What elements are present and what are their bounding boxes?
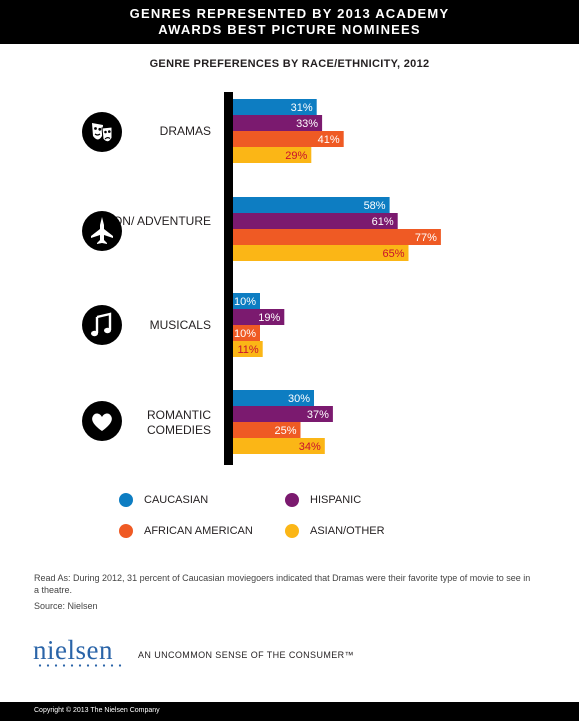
bar-dramas-caucasian [233, 99, 317, 115]
bar-musicals-asian-other [233, 341, 263, 357]
legend-swatch [119, 524, 133, 538]
bar-value-label: 11% [237, 344, 258, 356]
category-label-musicals: MUSICALS [149, 318, 211, 332]
bar-romantic-comedies-asian-other [233, 438, 325, 454]
footer-bar: Copyright © 2013 The Nielsen Company [0, 702, 579, 721]
read-as-note: Read As: During 2012, 31 percent of Cauc… [34, 573, 531, 595]
legend-label: HISPANIC [310, 494, 362, 506]
bar-musicals-caucasian [233, 293, 260, 309]
bar-value-label: 58% [364, 200, 386, 212]
legend-label: AFRICAN AMERICAN [144, 525, 253, 537]
chart-axis [224, 92, 233, 465]
bar-value-label: 19% [258, 312, 280, 324]
bar-value-label: 65% [382, 248, 404, 260]
bar-musicals-african-american [233, 325, 260, 341]
category-label-romantic-comedies: ROMANTIC COMEDIES [146, 408, 211, 437]
bar-romantic-comedies-hispanic [233, 406, 333, 422]
nielsen-logo: nielsen [33, 635, 113, 665]
bar-value-label: 41% [318, 134, 340, 146]
legend-label: ASIAN/OTHER [310, 525, 385, 537]
bar-dramas-african-american [233, 131, 344, 147]
bar-romantic-comedies-caucasian [233, 390, 314, 406]
music-note-icon [82, 305, 122, 345]
legend-swatch [119, 493, 133, 507]
bar-value-label: 61% [372, 216, 394, 228]
header-title-line1: GENRES REPRESENTED BY 2013 ACADEMY [129, 6, 450, 21]
header-banner: GENRES REPRESENTED BY 2013 ACADEMY AWARD… [0, 0, 579, 44]
tagline: AN UNCOMMON SENSE OF THE CONSUMER™ [138, 650, 354, 660]
bar-value-label: 34% [299, 441, 321, 453]
copyright: Copyright © 2013 The Nielsen Company [34, 707, 160, 714]
logo-dots [36, 664, 126, 667]
header-title: GENRES REPRESENTED BY 2013 ACADEMY AWARD… [0, 6, 579, 38]
jet-icon [82, 211, 122, 251]
legend-label: CAUCASIAN [144, 494, 209, 506]
theater-masks-icon [82, 112, 122, 152]
bar-value-label: 33% [296, 118, 318, 130]
bar-value-label: 31% [291, 102, 313, 114]
bar-value-label: 30% [288, 393, 310, 405]
source-note: Source: Nielsen [34, 601, 98, 611]
bar-dramas-asian-other [233, 147, 312, 163]
legend-swatch [285, 493, 299, 507]
bar-romantic-comedies-african-american [233, 422, 301, 438]
category-label-dramas: DRAMAS [159, 124, 211, 138]
bar-action-adventure-hispanic [233, 213, 398, 229]
bar-action-adventure-caucasian [233, 197, 390, 213]
bar-value-label: 25% [274, 425, 296, 437]
bar-action-adventure-african-american [233, 229, 441, 245]
chart-title: GENRE PREFERENCES BY RACE/ETHNICITY, 201… [149, 58, 430, 70]
bar-value-label: 10% [234, 296, 256, 308]
legend-swatch [285, 524, 299, 538]
bar-action-adventure-asian-other [233, 245, 409, 261]
bar-value-label: 37% [307, 409, 329, 421]
bar-value-label: 29% [285, 150, 307, 162]
header-title-line2: AWARDS BEST PICTURE NOMINEES [158, 22, 421, 37]
bar-musicals-hispanic [233, 309, 285, 325]
bar-dramas-hispanic [233, 115, 323, 131]
heart-icon [82, 401, 122, 441]
bar-value-label: 10% [234, 328, 256, 340]
bar-value-label: 77% [415, 232, 437, 244]
